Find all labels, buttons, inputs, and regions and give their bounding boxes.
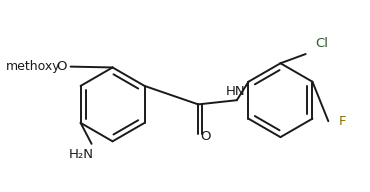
Text: HN: HN: [226, 85, 246, 98]
Text: F: F: [339, 115, 347, 128]
Text: Cl: Cl: [316, 37, 329, 50]
Text: H₂N: H₂N: [69, 148, 94, 161]
Text: O: O: [201, 130, 211, 143]
Text: methoxy: methoxy: [6, 60, 60, 73]
Text: O: O: [56, 60, 67, 73]
